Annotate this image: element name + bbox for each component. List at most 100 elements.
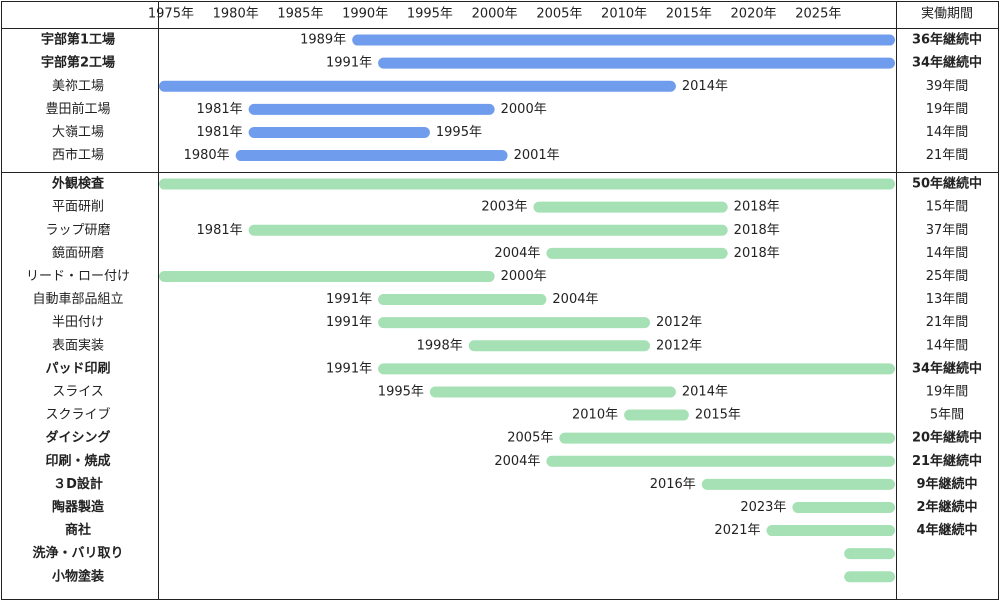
gantt-bar [701,478,895,490]
row-label: 印刷・焼成 [45,453,110,469]
bar-start-label: 2010年 [572,408,618,423]
x-tick-label: 2000年 [472,7,518,22]
bar-start-label: 1998年 [417,338,463,353]
x-tick-label: 2020年 [731,7,777,22]
bar-start-label: 2023年 [740,500,786,515]
gantt-bar [468,340,650,352]
bar-start-label: 1991年 [326,56,372,71]
row-label: ラップ研磨 [45,223,110,238]
bar-start-label: 2004年 [494,246,540,261]
duration-value: 5年間 [930,408,964,423]
row-label: 自動車部品組立 [32,292,123,307]
bar-end-label: 2014年 [682,79,728,94]
x-tick-label: 1975年 [148,7,194,22]
x-tick-label: 1980年 [213,7,259,22]
gantt-bar [429,386,676,398]
bar-start-label: 1981年 [197,102,243,117]
bar-start-label: 2016年 [650,477,696,492]
gantt-bar [248,103,495,115]
bar-start-label: 1995年 [378,384,424,399]
gantt-bar [248,224,728,236]
duration-value: 50年継続中 [912,176,982,192]
bar-start-label: 2004年 [494,454,540,469]
bar-end-label: 2015年 [695,408,741,423]
x-tick-label: 2010年 [601,7,647,22]
duration-value: 39年間 [926,79,969,94]
bar-end-label: 2018年 [734,200,780,215]
row-label: 小物塗装 [52,568,104,584]
duration-value: 9年継続中 [916,476,977,492]
duration-value: 25年間 [926,269,969,284]
gantt-bar [378,317,650,329]
gantt-bar [378,294,547,306]
x-tick-label: 1990年 [342,7,388,22]
gantt-bar [235,150,508,162]
gantt-bar [844,548,895,560]
duration-value: 34年継続中 [912,360,982,376]
bar-start-label: 1980年 [184,148,230,163]
duration-value: 19年間 [926,102,969,117]
bar-end-label: 2012年 [656,338,702,353]
gantt-bar [844,571,895,583]
duration-value: 15年間 [926,200,969,215]
bar-end-label: 2004年 [552,292,598,307]
bar-start-label: 1991年 [326,361,372,376]
bar-end-label: 2000年 [501,102,547,117]
duration-value: 20年継続中 [912,430,982,446]
x-tick-label: 2025年 [795,7,841,22]
duration-value: 13年間 [926,292,969,307]
bar-start-label: 2003年 [481,200,527,215]
bar-start-label: 1991年 [326,292,372,307]
duration-value: 4年継続中 [916,522,977,538]
gantt-bar [766,525,895,537]
gantt-bar [792,501,895,513]
gantt-bar [378,57,896,69]
duration-value: 14年間 [926,246,969,261]
gantt-bar [352,34,895,46]
x-tick-label: 2015年 [666,7,712,22]
row-label: パッド印刷 [45,361,110,376]
bar-end-label: 2018年 [734,223,780,238]
gantt-bar [559,432,895,444]
duration-value: 37年間 [926,223,969,238]
x-tick-label: 1995年 [407,7,453,22]
duration-value: 34年継続中 [912,55,982,71]
row-label: 洗浄・バリ取り [32,545,123,561]
bar-start-label: 2005年 [507,431,553,446]
gantt-bar [546,247,728,259]
row-label: 西市工場 [52,147,104,163]
bar-end-label: 2000年 [501,269,547,284]
bar-start-label: 1981年 [197,223,243,238]
gantt-bar [546,455,895,467]
row-label: スライス [52,384,104,399]
bar-start-label: 1991年 [326,315,372,330]
row-label: ダイシング [45,430,110,446]
duration-value: 14年間 [926,338,969,353]
row-label: 半田付け [52,315,104,330]
gantt-bar [159,178,895,190]
duration-value: 14年間 [926,125,969,140]
row-label: 宇部第1工場 [41,32,115,48]
gantt-bar [378,363,896,375]
bar-end-label: 2014年 [682,384,728,399]
bar-end-label: 1995年 [436,125,482,140]
row-label: 美祢工場 [52,79,104,94]
duration-value: 21年間 [926,315,969,330]
duration-value: 19年間 [926,384,969,399]
x-tick-label: 1985年 [277,7,323,22]
row-label: 宇部第2工場 [41,55,115,71]
duration-value: 21年間 [926,148,969,163]
duration-value: 21年継続中 [912,453,982,469]
row-label: 外観検査 [51,176,105,192]
bar-start-label: 2021年 [714,523,760,538]
row-label: 表面実装 [52,337,104,353]
row-label: 豊田前工場 [45,101,110,117]
row-label: 陶器製造 [52,499,105,515]
bar-end-label: 2018年 [734,246,780,261]
duration-header: 実働期間 [921,6,973,22]
bar-end-label: 2012年 [656,315,702,330]
bar-start-label: 1981年 [197,125,243,140]
gantt-bar [159,270,495,282]
